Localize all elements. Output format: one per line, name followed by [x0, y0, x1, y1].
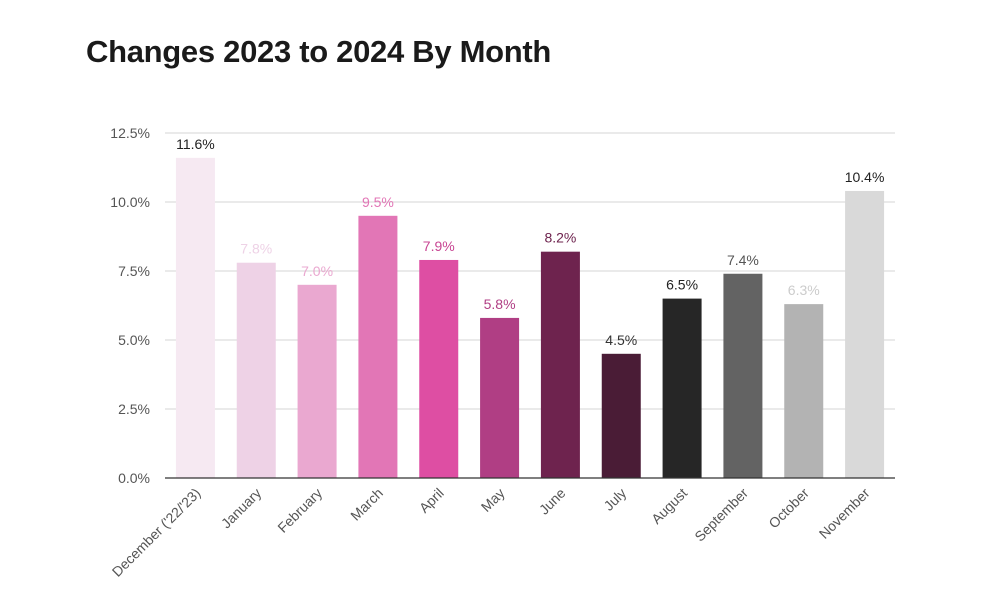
x-tick-label: December ('22/'23) — [109, 485, 204, 580]
data-label: 10.4% — [845, 169, 885, 185]
data-label: 4.5% — [605, 332, 637, 348]
bar — [480, 317, 520, 478]
data-label: 7.0% — [301, 263, 333, 279]
chart-title: Changes 2023 to 2024 By Month — [86, 34, 552, 69]
x-tick-label: November — [816, 485, 873, 542]
bar — [723, 273, 763, 478]
bar — [784, 304, 824, 478]
x-tick-label: January — [218, 485, 265, 532]
x-tick-label: April — [416, 485, 447, 516]
bar — [175, 157, 215, 478]
data-label: 11.6% — [176, 136, 215, 152]
y-tick-label: 12.5% — [110, 125, 150, 141]
data-label: 7.4% — [727, 252, 759, 268]
data-label: 5.8% — [484, 296, 516, 312]
bar — [540, 251, 580, 478]
bars — [175, 157, 885, 479]
bar — [419, 259, 459, 478]
gridlines — [165, 132, 895, 410]
bar — [236, 262, 276, 478]
y-tick-label: 0.0% — [118, 470, 150, 486]
bar — [358, 215, 398, 479]
bar — [845, 190, 885, 478]
bar — [297, 284, 337, 478]
x-tick-label: July — [600, 485, 629, 514]
data-label: 6.3% — [788, 282, 820, 298]
data-label: 6.5% — [666, 277, 698, 293]
data-label: 7.8% — [240, 241, 272, 257]
y-tick-label: 7.5% — [118, 263, 150, 279]
bar — [662, 298, 702, 478]
bar — [601, 353, 641, 478]
data-label: 7.9% — [423, 238, 455, 254]
data-label: 8.2% — [544, 230, 576, 246]
x-tick-label: June — [536, 485, 569, 518]
x-tick-label: October — [765, 485, 812, 532]
y-axis: 0.0% 2.5% 5.0% 7.5% 10.0% 12.5% — [110, 125, 150, 486]
x-tick-label: May — [478, 485, 508, 515]
data-labels: 11.6% 7.8% 7.0% 9.5% 7.9% 5.8% 8.2% 4.5% 6.5% 7.4… — [176, 136, 884, 348]
x-tick-label: September — [691, 485, 751, 545]
x-axis: December ('22/'23) January February March Ap… — [109, 477, 895, 580]
data-label: 9.5% — [362, 194, 394, 210]
y-tick-label: 10.0% — [110, 194, 150, 210]
x-tick-label: February — [274, 485, 325, 536]
y-tick-label: 2.5% — [118, 401, 150, 417]
x-tick-label: August — [648, 485, 690, 527]
y-tick-label: 5.0% — [118, 332, 150, 348]
x-tick-label: March — [347, 485, 386, 524]
